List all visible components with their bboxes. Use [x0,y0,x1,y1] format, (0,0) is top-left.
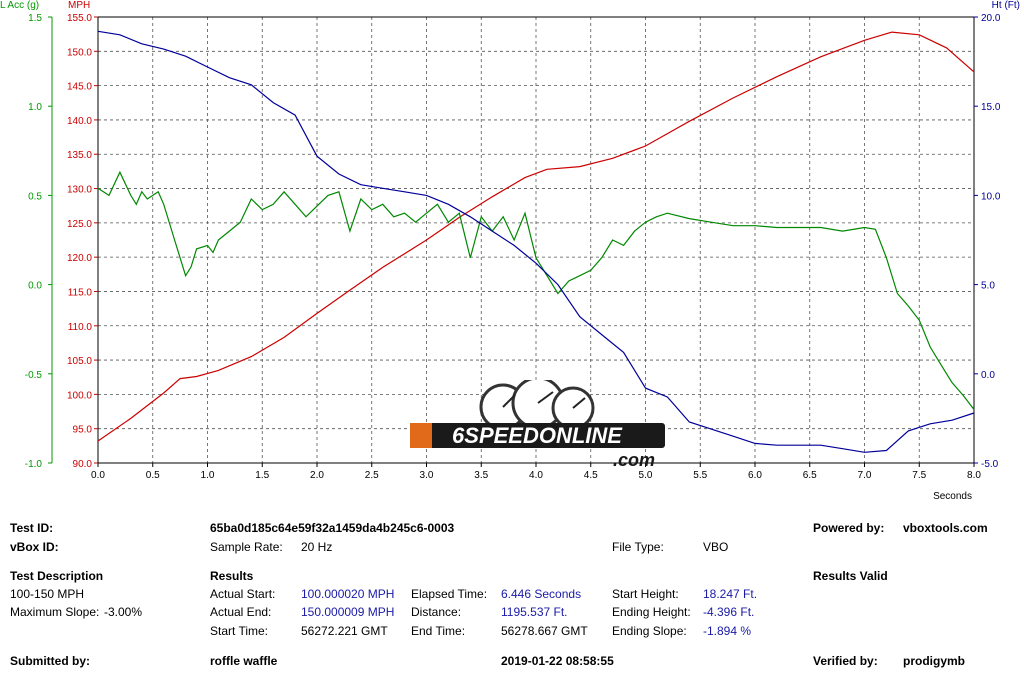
lacc-tick-label: 1.0 [28,102,42,113]
actual-end-label: Actual End: [210,605,272,619]
verified-by-label: Verified by: [813,654,878,668]
ht-tick-label: 15.0 [981,102,1001,113]
end-time-label: End Time: [411,624,466,638]
actual-end-value: 150.000009 MPH [301,605,395,619]
logo-domain: .com [613,450,655,470]
x-tick-label: 5.0 [639,470,653,481]
mph-tick-label: 135.0 [67,150,92,161]
sample-rate-value: 20 Hz [301,540,333,554]
elapsed-value: 6.446 Seconds [501,587,582,601]
distance-value: 1195.537 Ft. [501,605,568,619]
mph-tick-label: 105.0 [67,356,92,367]
lacc-tick-label: -1.0 [25,459,43,470]
x-tick-label: 2.5 [365,470,379,481]
ht-tick-label: 20.0 [981,13,1001,24]
test-date: 2019-01-22 08:58:55 [501,654,614,668]
test-range: 100-150 MPH [10,587,85,601]
vbox-id-label: vBox ID: [10,540,59,554]
mph-axis-title: MPH [68,0,90,11]
series-line-lacc [97,170,975,410]
x-tick-label: 1.5 [255,470,269,481]
x-tick-label: 5.5 [693,470,707,481]
x-tick-label: 3.0 [420,470,434,481]
mph-tick-label: 155.0 [67,13,92,24]
logo-brand: 6SPEEDONLINE [452,423,623,448]
ht-tick-label: 0.0 [981,370,995,381]
submitted-by-label: Submitted by: [10,654,90,668]
sample-rate-label: Sample Rate: [210,540,283,554]
x-tick-label: 0.0 [91,470,105,481]
test-id-label: Test ID: [10,521,54,535]
results-label: Results [210,569,254,583]
x-tick-label: 8.0 [967,470,981,481]
mph-tick-label: 90.0 [73,459,93,470]
x-tick-label: 3.5 [474,470,488,481]
mph-tick-label: 140.0 [67,116,92,127]
mph-tick-label: 100.0 [67,390,92,401]
mph-tick-label: 145.0 [67,82,92,93]
ht-tick-label: 10.0 [981,191,1001,202]
x-axis-title: Seconds [933,491,972,500]
performance-chart: 0.0 0.5 1.0 1.5 2.0 2.5 3.0 3.5 4.0 4.5 5.0 5.5 6.0 6… [0,0,1020,500]
lacc-tick-label: -0.5 [25,370,43,381]
file-type-value: VBO [703,540,729,554]
ht-axis-title: Ht (Ft) [992,0,1020,11]
x-tick-label: 0.5 [146,470,160,481]
ht-tick-label: 5.0 [981,281,995,292]
max-slope-label: Maximum Slope: [10,605,100,619]
powered-by-label: Powered by: [813,521,885,535]
x-tick-label: 7.5 [912,470,926,481]
lacc-axis-title: L Acc (g) [0,0,39,11]
actual-start-label: Actual Start: [210,587,276,601]
file-type-label: File Type: [612,540,664,554]
test-description-label: Test Description [10,569,104,583]
start-height-value: 18.247 Ft. [703,587,758,601]
mph-tick-label: 110.0 [68,322,93,333]
distance-label: Distance: [411,605,462,619]
actual-start-value: 100.000020 MPH [301,587,395,601]
elapsed-label: Elapsed Time: [411,587,488,601]
results-valid: Results Valid [813,569,888,583]
end-slope-label: Ending Slope: [612,624,687,638]
x-tick-label: 4.0 [529,470,543,481]
start-time-value: 56272.221 GMT [301,624,388,638]
lacc-tick-label: 0.0 [28,281,42,292]
end-slope-value: -1.894 % [703,624,752,638]
lacc-tick-label: 0.5 [28,191,42,202]
mph-tick-label: 130.0 [67,185,92,196]
x-tick-label: 4.5 [584,470,598,481]
start-height-label: Start Height: [612,587,679,601]
mph-tick-label: 150.0 [67,47,92,58]
mph-tick-label: 125.0 [67,219,92,230]
end-time-value: 56278.667 GMT [501,624,588,638]
powered-by-value: vboxtools.com [903,521,988,535]
x-tick-label: 1.0 [201,470,215,481]
chart-grid [98,17,974,463]
x-tick-label: 2.0 [310,470,324,481]
mph-tick-label: 115.0 [68,287,93,298]
x-tick-label: 7.0 [858,470,872,481]
submitted-by-value: roffle waffle [210,654,278,668]
end-height-value: -4.396 Ft. [703,605,755,619]
series-line-mph [97,31,975,442]
x-tick-label: 6.5 [803,470,817,481]
max-slope-value: -3.00% [104,605,143,619]
mph-tick-label: 95.0 [73,425,93,436]
series-line-ht [97,30,975,453]
mph-tick-label: 120.0 [67,253,92,264]
start-time-label: Start Time: [210,624,269,638]
end-height-label: Ending Height: [612,605,691,619]
logo: 6SPEEDONLINE .com [405,376,670,470]
ht-tick-label: -5.0 [981,459,999,470]
lacc-tick-label: 1.5 [28,13,42,24]
verified-by-value: prodigymb [903,654,965,668]
x-tick-label: 6.0 [748,470,762,481]
test-id-value: 65ba0d185c64e59f32a1459da4b245c6-0003 [210,521,455,535]
